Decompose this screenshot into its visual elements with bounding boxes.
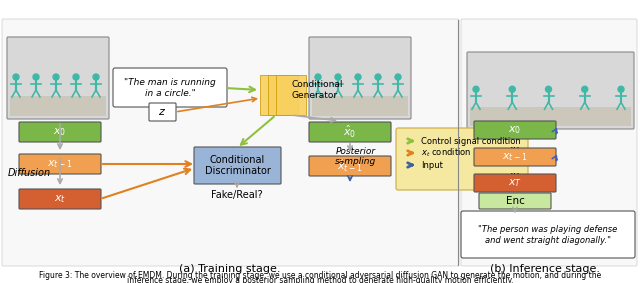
- Circle shape: [545, 86, 552, 92]
- Text: $x_t$: $x_t$: [54, 193, 66, 205]
- FancyBboxPatch shape: [10, 96, 106, 116]
- FancyBboxPatch shape: [19, 189, 101, 209]
- Text: $\hat{x}_0$: $\hat{x}_0$: [343, 124, 356, 140]
- Text: Diffusion: Diffusion: [8, 168, 51, 178]
- FancyBboxPatch shape: [467, 52, 634, 129]
- FancyBboxPatch shape: [149, 103, 176, 121]
- FancyBboxPatch shape: [461, 19, 637, 266]
- Text: $x_0$: $x_0$: [53, 126, 67, 138]
- Text: $\hat{x}_{t-1}$: $\hat{x}_{t-1}$: [337, 158, 363, 174]
- Text: $x_{t-1}$: $x_{t-1}$: [502, 151, 528, 163]
- Circle shape: [509, 86, 515, 92]
- Text: (b) Inference stage.: (b) Inference stage.: [490, 264, 600, 274]
- Text: Enc: Enc: [506, 196, 524, 206]
- Text: $x_0$: $x_0$: [508, 124, 522, 136]
- Text: Conditional
Generator: Conditional Generator: [291, 80, 342, 100]
- Text: "The man is running
in a circle.": "The man is running in a circle.": [124, 78, 216, 98]
- FancyBboxPatch shape: [2, 19, 459, 266]
- Circle shape: [375, 74, 381, 80]
- Text: Conditional
Discriminator: Conditional Discriminator: [205, 155, 271, 176]
- FancyBboxPatch shape: [461, 211, 635, 258]
- Text: "The person was playing defense
and went straight diagonally.": "The person was playing defense and went…: [478, 225, 618, 245]
- Circle shape: [315, 74, 321, 80]
- Bar: [268, 75, 298, 115]
- Bar: [276, 75, 306, 115]
- Text: Fake/Real?: Fake/Real?: [211, 190, 263, 200]
- Circle shape: [335, 74, 341, 80]
- FancyBboxPatch shape: [7, 37, 109, 119]
- Circle shape: [13, 74, 19, 80]
- FancyBboxPatch shape: [312, 96, 408, 116]
- FancyBboxPatch shape: [113, 68, 227, 107]
- FancyBboxPatch shape: [474, 174, 556, 192]
- Circle shape: [473, 86, 479, 92]
- Text: Control signal condition: Control signal condition: [421, 136, 521, 145]
- Circle shape: [93, 74, 99, 80]
- FancyBboxPatch shape: [479, 193, 551, 209]
- Circle shape: [395, 74, 401, 80]
- FancyBboxPatch shape: [396, 128, 528, 190]
- FancyBboxPatch shape: [309, 122, 391, 142]
- Circle shape: [618, 86, 624, 92]
- FancyBboxPatch shape: [194, 147, 281, 184]
- Circle shape: [582, 86, 588, 92]
- FancyBboxPatch shape: [19, 122, 101, 142]
- Text: $x_T$: $x_T$: [508, 177, 522, 189]
- FancyBboxPatch shape: [474, 121, 556, 139]
- FancyBboxPatch shape: [19, 154, 101, 174]
- Circle shape: [355, 74, 361, 80]
- Text: ...: ...: [509, 166, 520, 176]
- Text: $x_{t-1}$: $x_{t-1}$: [47, 158, 73, 170]
- Text: $x_t$ condition: $x_t$ condition: [421, 147, 472, 159]
- FancyBboxPatch shape: [474, 148, 556, 166]
- Circle shape: [73, 74, 79, 80]
- FancyBboxPatch shape: [309, 156, 391, 176]
- FancyBboxPatch shape: [309, 37, 411, 119]
- FancyBboxPatch shape: [470, 107, 631, 126]
- Bar: [260, 75, 290, 115]
- Text: inference stage, we employ a posterior sampling method to generate high-quality : inference stage, we employ a posterior s…: [127, 276, 513, 283]
- Text: ...: ...: [509, 140, 520, 150]
- Circle shape: [53, 74, 59, 80]
- Circle shape: [33, 74, 39, 80]
- Text: Figure 3: The overview of EMDM. During the training stage, we use a conditional : Figure 3: The overview of EMDM. During t…: [39, 271, 601, 280]
- Text: Input: Input: [421, 160, 443, 170]
- Text: $z$: $z$: [159, 107, 166, 117]
- Text: Posterior
sampling: Posterior sampling: [335, 147, 376, 166]
- Text: (a) Training stage.: (a) Training stage.: [179, 264, 281, 274]
